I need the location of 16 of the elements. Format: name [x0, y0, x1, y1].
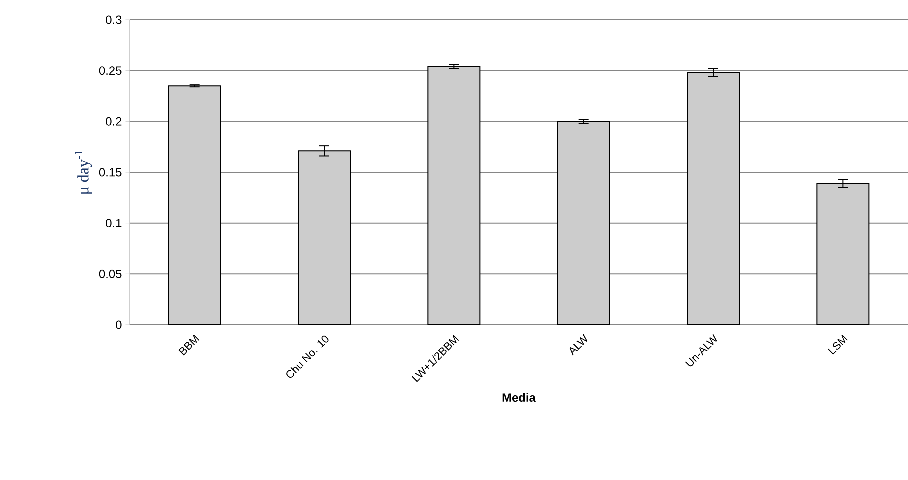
y-tick-label: 0.15 — [99, 168, 122, 177]
y-axis-title: μ day$^{-1}$ — [75, 151, 92, 194]
bar — [428, 66, 481, 325]
y-tick-label: 0.25 — [99, 66, 122, 76]
bar — [816, 183, 870, 325]
bar — [168, 86, 222, 325]
y-tick-label: 0 — [116, 320, 122, 330]
y-tick-label: 0.2 — [106, 117, 122, 126]
x-tick-label: Chu No. 10 — [286, 336, 329, 378]
x-axis-title: Media — [502, 393, 536, 402]
y-tick-label: 0.1 — [106, 219, 122, 228]
bar — [687, 72, 740, 325]
bar — [557, 121, 610, 325]
y-tick-label: 0.05 — [99, 270, 122, 278]
y-tick-label: 0.3 — [106, 16, 122, 24]
bar — [298, 150, 352, 325]
